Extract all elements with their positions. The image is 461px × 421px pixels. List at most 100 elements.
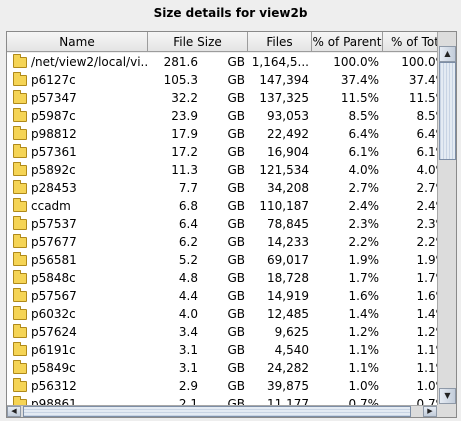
folder-icon [13, 198, 27, 212]
table-row[interactable]: p56312 2.9 GB 39,875 1.0% 1.0% [7, 377, 437, 395]
row-files: 9,625 [274, 325, 309, 339]
row-files: 78,845 [267, 217, 309, 231]
row-files: 12,485 [267, 307, 309, 321]
arrow-right-icon[interactable]: ▶ [423, 406, 437, 417]
horizontal-scroll-thumb[interactable] [23, 406, 411, 417]
row-file-size: 3.1 [178, 343, 198, 357]
table-row[interactable]: p57677 6.2 GB 14,233 2.2% 2.2% [7, 233, 437, 251]
folder-icon [13, 306, 27, 320]
row-size-unit: GB [227, 253, 245, 267]
table-row[interactable]: p98812 17.9 GB 22,492 6.4% 6.4% [7, 125, 437, 143]
column-header-percent-parent[interactable]: % of Parent [312, 32, 383, 52]
row-percent-parent: 6.1% [348, 145, 380, 159]
vertical-scrollbar[interactable]: ▲ ▼ [437, 32, 456, 405]
row-files: 24,282 [267, 361, 309, 375]
table-row[interactable]: p98861 2.1 GB 11,177 0.7% 0.7% [7, 395, 437, 405]
table-row[interactable]: p57537 6.4 GB 78,845 2.3% 2.3% [7, 215, 437, 233]
table-row[interactable]: p57624 3.4 GB 9,625 1.2% 1.2% [7, 323, 437, 341]
arrow-left-icon[interactable]: ◀ [7, 406, 21, 417]
vertical-scroll-thumb[interactable] [439, 62, 456, 160]
table-header: Name File Size Files % of Parent % of To… [7, 32, 437, 53]
row-files: 16,904 [267, 145, 309, 159]
table-row[interactable]: p5849c 3.1 GB 24,282 1.1% 1.1% [7, 359, 437, 377]
row-name: p57361 [31, 145, 77, 159]
row-size-unit: GB [227, 235, 245, 249]
folder-icon [13, 378, 27, 392]
row-files: 110,187 [259, 199, 309, 213]
folder-icon [13, 342, 27, 356]
row-name: p5987c [31, 109, 76, 123]
row-files: 1,164,5... [251, 55, 309, 69]
row-name: p5848c [31, 271, 76, 285]
table-row[interactable]: p57361 17.2 GB 16,904 6.1% 6.1% [7, 143, 437, 161]
folder-icon [13, 54, 27, 68]
table-row[interactable]: p57347 32.2 GB 137,325 11.5% 11.5% [7, 89, 437, 107]
arrow-up-icon[interactable]: ▲ [439, 46, 456, 62]
table-row[interactable]: p6191c 3.1 GB 4,540 1.1% 1.1% [7, 341, 437, 359]
row-percent-parent: 2.3% [348, 217, 380, 231]
row-size-unit: GB [227, 271, 245, 285]
folder-icon [13, 126, 27, 140]
row-name: p5849c [31, 361, 76, 375]
folder-icon [13, 324, 27, 338]
row-percent-total: 1.0% [416, 379, 438, 393]
table-row[interactable]: p56581 5.2 GB 69,017 1.9% 1.9% [7, 251, 437, 269]
table-row[interactable]: p28453 7.7 GB 34,208 2.7% 2.7% [7, 179, 437, 197]
row-percent-total: 11.5% [408, 91, 437, 105]
table-row[interactable]: p6032c 4.0 GB 12,485 1.4% 1.4% [7, 305, 437, 323]
row-percent-total: 1.7% [416, 271, 438, 285]
row-name: /net/view2/local/vi... [31, 55, 147, 69]
row-percent-parent: 1.6% [348, 289, 380, 303]
row-size-unit: GB [227, 91, 245, 105]
horizontal-scrollbar[interactable]: ◀ ▶ [7, 405, 437, 417]
row-percent-parent: 8.5% [348, 109, 380, 123]
column-header-file-size[interactable]: File Size [148, 32, 248, 52]
row-size-unit: GB [227, 145, 245, 159]
window-title: Size details for view2b [153, 6, 308, 20]
table-row[interactable]: p57567 4.4 GB 14,919 1.6% 1.6% [7, 287, 437, 305]
row-size-unit: GB [227, 397, 245, 405]
row-percent-parent: 1.9% [348, 253, 380, 267]
row-percent-total: 1.9% [416, 253, 438, 267]
row-percent-total: 1.1% [416, 343, 438, 357]
table-row[interactable]: p6127c 105.3 GB 147,394 37.4% 37.4% [7, 71, 437, 89]
row-percent-parent: 11.5% [340, 91, 379, 105]
row-size-unit: GB [227, 73, 245, 87]
table-row[interactable]: /net/view2/local/vi... 281.6 GB 1,164,5... 1… [7, 53, 437, 71]
folder-icon [13, 234, 27, 248]
table-body: /net/view2/local/vi... 281.6 GB 1,164,5... 1… [7, 53, 437, 405]
arrow-down-icon[interactable]: ▼ [439, 388, 456, 404]
row-percent-total: 1.4% [416, 307, 438, 321]
table-row[interactable]: ccadm 6.8 GB 110,187 2.4% 2.4% [7, 197, 437, 215]
row-name: p57677 [31, 235, 77, 249]
table-row[interactable]: p5848c 4.8 GB 18,728 1.7% 1.7% [7, 269, 437, 287]
row-file-size: 6.8 [178, 199, 198, 213]
row-size-unit: GB [227, 217, 245, 231]
table-row[interactable]: p5892c 11.3 GB 121,534 4.0% 4.0% [7, 161, 437, 179]
folder-icon [13, 72, 27, 86]
row-percent-total: 1.1% [416, 361, 438, 375]
row-percent-total: 8.5% [416, 109, 438, 123]
row-size-unit: GB [227, 181, 245, 195]
column-header-files[interactable]: Files [248, 32, 312, 52]
row-files: 93,053 [267, 109, 309, 123]
row-percent-parent: 100.0% [333, 55, 379, 69]
row-file-size: 23.9 [171, 109, 198, 123]
row-name: p28453 [31, 181, 77, 195]
column-header-percent-total[interactable]: % of Tota [383, 32, 437, 52]
row-percent-parent: 1.0% [348, 379, 380, 393]
row-name: p98861 [31, 397, 77, 405]
row-file-size: 4.0 [178, 307, 198, 321]
row-files: 11,177 [267, 397, 309, 405]
row-files: 14,233 [267, 235, 309, 249]
row-file-size: 3.4 [178, 325, 198, 339]
column-header-name[interactable]: Name [7, 32, 148, 52]
row-name: p6032c [31, 307, 76, 321]
row-percent-parent: 1.7% [348, 271, 380, 285]
row-percent-total: 37.4% [408, 73, 437, 87]
table-row[interactable]: p5987c 23.9 GB 93,053 8.5% 8.5% [7, 107, 437, 125]
row-file-size: 6.2 [178, 235, 198, 249]
row-percent-total: 2.3% [416, 217, 438, 231]
row-percent-parent: 37.4% [340, 73, 379, 87]
row-file-size: 6.4 [178, 217, 198, 231]
